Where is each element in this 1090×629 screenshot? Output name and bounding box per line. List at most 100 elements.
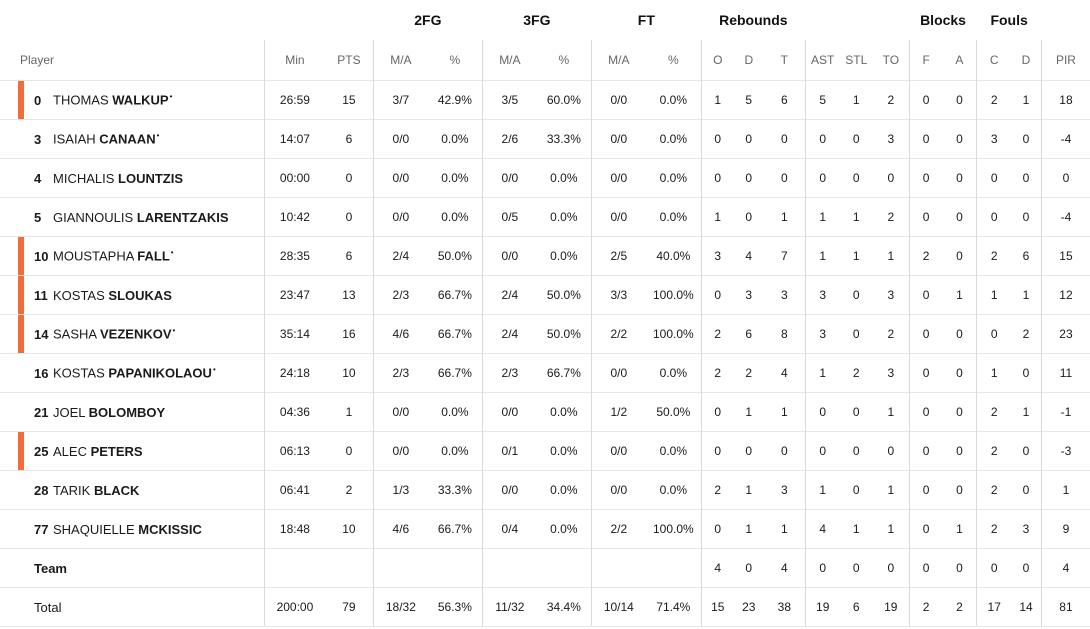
stat-blk-f: 2	[908, 587, 943, 627]
player-first-name: SHAQUIELLE	[53, 521, 135, 537]
player-row: 28 TARIK BLACK 06:41 2 1/3 33.3% 0/0 0.0% 0/0 0.0…	[0, 470, 1090, 510]
player-last-name[interactable]: SLOUKAS	[108, 287, 172, 303]
stat-min: 28:35	[263, 236, 325, 276]
group-rebounds: Rebounds	[719, 12, 788, 28]
col-3fg-ma[interactable]: M/A	[481, 40, 537, 81]
col-3fg-pct[interactable]: %	[558, 53, 570, 67]
col-foul-d[interactable]: D	[1021, 53, 1031, 67]
player-cell[interactable]: 4 MICHALIS LOUNTZIS	[0, 158, 265, 198]
col-ast[interactable]: AST	[804, 40, 840, 81]
stat-ft-pct: 0.0%	[645, 80, 702, 120]
player-first-name: JOEL	[53, 404, 86, 420]
player-cell[interactable]: 16 KOSTAS PAPANIKOLAOU•	[0, 353, 265, 393]
stat-reb-o: 0	[700, 158, 734, 198]
stat-foul-d: 3	[1011, 509, 1042, 549]
stat-fg3-pct: 50.0%	[536, 314, 592, 354]
stat-stl: 0	[839, 392, 873, 432]
stat-ft-ma: 10/14	[590, 587, 646, 627]
stat-ft-pct: 71.4%	[645, 587, 702, 627]
player-last-name[interactable]: LOUNTZIS	[118, 170, 184, 186]
player-last-name[interactable]: FALL	[137, 248, 170, 264]
player-last-name[interactable]: MCKISSIC	[138, 521, 202, 537]
stat-ast: 19	[804, 587, 840, 627]
col-2fg-ma[interactable]: M/A	[372, 40, 428, 81]
stat-fg2-ma: 2/4	[372, 236, 428, 276]
player-last-name[interactable]: BOLOMBOY	[88, 404, 166, 420]
stat-pir: -1	[1040, 392, 1090, 432]
stat-ast: 1	[804, 236, 840, 276]
stat-pir: 4	[1040, 548, 1090, 588]
stat-stl: 0	[839, 275, 873, 315]
stat-stl: 0	[839, 548, 873, 588]
player-row: 10 MOUSTAPHA FALL• 28:35 6 2/4 50.0% 0/0 0.0% 2/…	[0, 236, 1090, 276]
stat-reb-t: 1	[763, 509, 806, 549]
col-reb-d[interactable]: D	[744, 53, 754, 67]
stat-fg3-pct: 66.7%	[536, 353, 592, 393]
player-number: 4	[34, 170, 42, 186]
stat-reb-d: 0	[733, 431, 764, 471]
stat-to: 2	[872, 314, 910, 354]
player-cell[interactable]: 10 MOUSTAPHA FALL•	[0, 236, 265, 276]
player-cell[interactable]: 11 KOSTAS SLOUKAS	[0, 275, 265, 315]
stat-reb-o: 0	[700, 392, 734, 432]
stat-min	[263, 548, 325, 588]
col-ft-ma[interactable]: M/A	[590, 40, 646, 81]
stat-pir: 12	[1040, 275, 1090, 315]
player-cell[interactable]: 28 TARIK BLACK	[0, 470, 265, 510]
player-last-name[interactable]: PAPANIKOLAOU	[108, 365, 212, 381]
col-reb-o[interactable]: O	[700, 40, 734, 81]
col-to[interactable]: TO	[882, 53, 900, 67]
player-last-name[interactable]: BLACK	[93, 482, 140, 498]
col-2fg-pct[interactable]: %	[449, 53, 461, 67]
col-pts[interactable]: PTS	[337, 53, 361, 67]
stat-blk-a: 0	[942, 158, 977, 198]
col-min[interactable]: Min	[263, 40, 325, 81]
stat-reb-o: 2	[700, 470, 734, 510]
player-last-name[interactable]: CANAAN	[99, 131, 156, 147]
player-last-name[interactable]: VEZENKOV	[99, 326, 172, 342]
player-cell[interactable]: 25 ALEC PETERS	[0, 431, 265, 471]
stat-fg2-ma	[372, 548, 428, 588]
stat-ast: 0	[804, 392, 840, 432]
col-foul-c[interactable]: C	[976, 40, 1012, 81]
player-cell[interactable]: 21 JOEL BOLOMBOY	[0, 392, 265, 432]
player-number: 10	[34, 248, 49, 264]
col-blk-f[interactable]: F	[908, 40, 943, 81]
stat-reb-d: 23	[733, 587, 764, 627]
stat-blk-a: 2	[942, 587, 977, 627]
player-number: 5	[34, 209, 42, 225]
player-number: 21	[34, 404, 49, 420]
player-cell[interactable]: 0 THOMAS WALKUP•	[0, 80, 265, 120]
stat-fg2-ma: 0/0	[372, 119, 428, 159]
stat-fg3-ma: 0/0	[481, 392, 537, 432]
player-last-name[interactable]: LARENTZAKIS	[136, 209, 229, 225]
stat-blk-a: 0	[942, 236, 977, 276]
team-label: Team	[0, 548, 265, 588]
stat-fg2-ma: 0/0	[372, 431, 428, 471]
player-cell[interactable]: 14 SASHA VEZENKOV•	[0, 314, 265, 354]
stat-ft-pct: 0.0%	[645, 119, 702, 159]
player-cell[interactable]: 77 SHAQUIELLE MCKISSIC	[0, 509, 265, 549]
col-player[interactable]: Player	[20, 53, 55, 67]
stat-blk-a: 0	[942, 353, 977, 393]
stat-reb-t: 3	[763, 275, 806, 315]
stat-reb-d: 6	[733, 314, 764, 354]
col-pir[interactable]: PIR	[1040, 40, 1090, 81]
col-ft-pct[interactable]: %	[668, 53, 679, 67]
stat-foul-d: 1	[1011, 392, 1042, 432]
stat-ast: 4	[804, 509, 840, 549]
player-row: 77 SHAQUIELLE MCKISSIC 18:48 10 4/6 66.7% 0/4 0…	[0, 509, 1090, 549]
col-blk-a[interactable]: A	[955, 53, 964, 67]
stat-pts: 6	[324, 236, 374, 276]
player-last-name[interactable]: PETERS	[90, 443, 143, 459]
col-reb-t[interactable]: T	[780, 53, 789, 67]
stat-foul-c: 17	[976, 587, 1012, 627]
player-last-name[interactable]: WALKUP	[112, 92, 169, 108]
col-stl[interactable]: STL	[845, 53, 868, 67]
stat-blk-a: 0	[942, 548, 977, 588]
player-cell[interactable]: 5 GIANNOULIS LARENTZAKIS	[0, 197, 265, 237]
player-first-name: KOSTAS	[53, 365, 105, 381]
player-cell[interactable]: 3 ISAIAH CANAAN•	[0, 119, 265, 159]
stat-stl: 6	[839, 587, 873, 627]
stat-pts: 0	[324, 197, 374, 237]
